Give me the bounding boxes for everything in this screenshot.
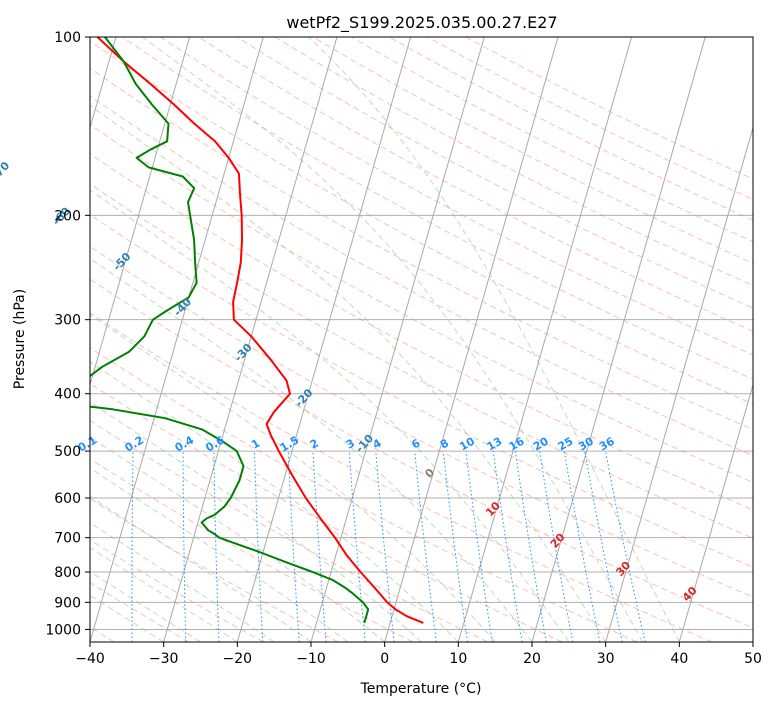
moist-adiabat bbox=[90, 571, 201, 642]
mixing-ratio-line bbox=[287, 451, 300, 642]
isotherm-label: -40 bbox=[171, 295, 194, 319]
mixing-ratio-line bbox=[465, 451, 493, 642]
dry-adiabat bbox=[90, 582, 190, 642]
dry-adiabat bbox=[90, 419, 488, 642]
dry-adiabat bbox=[90, 245, 753, 598]
mixing-ratio-line bbox=[442, 451, 468, 642]
y-tick-label: 600 bbox=[54, 491, 81, 507]
mixing-ratio-line bbox=[348, 451, 366, 642]
y-tick-label: 100 bbox=[54, 30, 81, 46]
moist-adiabat bbox=[90, 361, 459, 642]
dry-adiabat bbox=[90, 153, 753, 511]
y-axis-label: Pressure (hPa) bbox=[12, 289, 28, 389]
dry-adiabat bbox=[90, 183, 753, 539]
dry-adiabat bbox=[427, 37, 753, 200]
moist-adiabat bbox=[90, 436, 386, 642]
y-tick-label: 400 bbox=[54, 387, 81, 403]
isotherm bbox=[531, 37, 706, 642]
mixing-ratio-line bbox=[375, 451, 395, 642]
moist-adiabat bbox=[90, 104, 607, 642]
isotherm-label: 30 bbox=[613, 559, 633, 579]
isotherm bbox=[90, 37, 264, 642]
isotherm bbox=[752, 640, 753, 642]
moist-adiabat bbox=[90, 257, 533, 642]
isotherm-label: 10 bbox=[483, 499, 503, 519]
moist-adiabat bbox=[90, 401, 422, 642]
y-tick-label: 700 bbox=[54, 531, 81, 547]
isotherm bbox=[457, 37, 633, 642]
mixing-ratio-label: 1 bbox=[249, 437, 262, 452]
x-tick-label: 10 bbox=[449, 651, 467, 667]
mixing-ratio-line bbox=[492, 451, 523, 642]
mixing-ratio-label: 6 bbox=[409, 436, 422, 451]
dry-adiabat bbox=[90, 539, 264, 642]
x-tick-label: −40 bbox=[75, 651, 105, 667]
mixing-ratio-line bbox=[213, 451, 220, 642]
isotherm bbox=[678, 383, 753, 642]
mixing-ratio-label: 2 bbox=[308, 437, 321, 452]
x-axis-label: Temperature (°C) bbox=[360, 681, 482, 697]
x-tick-label: −10 bbox=[296, 651, 326, 667]
chart-title: wetPf2_S199.2025.035.00.27.E27 bbox=[286, 13, 557, 33]
mixing-ratio-line bbox=[584, 451, 623, 642]
dry-adiabat bbox=[465, 37, 753, 180]
mixing-ratio-line bbox=[82, 451, 86, 642]
dry-adiabat bbox=[90, 124, 753, 483]
isotherm bbox=[384, 37, 559, 642]
isotherm-label: -30 bbox=[232, 341, 255, 365]
moist-adiabat bbox=[90, 467, 349, 642]
mixing-ratio-line bbox=[605, 451, 646, 642]
dry-adiabat bbox=[90, 40, 753, 405]
isotherm-label: -70 bbox=[0, 159, 12, 183]
x-tick-label: 20 bbox=[523, 651, 541, 667]
dry-adiabat bbox=[90, 382, 563, 642]
dry-adiabat bbox=[350, 37, 753, 243]
dry-adiabat bbox=[198, 37, 753, 332]
dry-adiabat bbox=[90, 312, 712, 642]
mixing-ratio-line bbox=[414, 451, 437, 642]
moist-adiabat bbox=[90, 189, 570, 642]
y-tick-label: 1000 bbox=[45, 622, 81, 638]
y-tick-label: 200 bbox=[54, 208, 81, 224]
moist-adiabat bbox=[141, 37, 643, 642]
y-tick-label: 900 bbox=[54, 595, 81, 611]
x-tick-label: −30 bbox=[149, 651, 179, 667]
y-tick-label: 300 bbox=[54, 313, 81, 329]
mixing-ratio-line bbox=[131, 451, 134, 642]
plot-frame bbox=[89, 36, 754, 643]
mixing-ratio-line bbox=[514, 451, 547, 642]
isotherm-label: 40 bbox=[680, 584, 700, 604]
moist-adiabat bbox=[90, 314, 496, 642]
dry-adiabat bbox=[121, 37, 753, 380]
isotherm-label: -50 bbox=[110, 250, 133, 274]
isotherm-label: -20 bbox=[292, 386, 315, 410]
isotherm bbox=[236, 37, 412, 642]
dry-adiabat bbox=[90, 347, 638, 642]
moist-adiabat bbox=[90, 547, 238, 642]
isotherm-label: 0 bbox=[422, 466, 437, 481]
dry-adiabat bbox=[236, 37, 753, 309]
isotherm bbox=[605, 125, 753, 642]
x-tick-label: 0 bbox=[380, 651, 389, 667]
dry-adiabat bbox=[90, 278, 753, 629]
dry-adiabat bbox=[274, 37, 753, 286]
x-tick-label: 30 bbox=[597, 651, 615, 667]
x-tick-label: 50 bbox=[744, 651, 762, 667]
dewpoint-profile-line bbox=[90, 37, 370, 624]
dry-adiabat bbox=[90, 458, 414, 642]
dry-adiabat bbox=[90, 214, 753, 568]
moist-adiabat bbox=[308, 37, 680, 642]
x-tick-label: 40 bbox=[670, 651, 688, 667]
isotherm-label: -10 bbox=[353, 432, 376, 456]
isotherm bbox=[90, 37, 191, 387]
x-tick-label: −20 bbox=[223, 651, 253, 667]
temperature-profile-line bbox=[96, 37, 424, 624]
isotherm bbox=[163, 37, 338, 642]
isotherm bbox=[310, 37, 485, 642]
isotherm-label: 20 bbox=[548, 530, 568, 550]
y-tick-label: 500 bbox=[54, 444, 81, 460]
y-tick-label: 800 bbox=[54, 565, 81, 581]
mixing-ratio-line bbox=[563, 451, 601, 642]
